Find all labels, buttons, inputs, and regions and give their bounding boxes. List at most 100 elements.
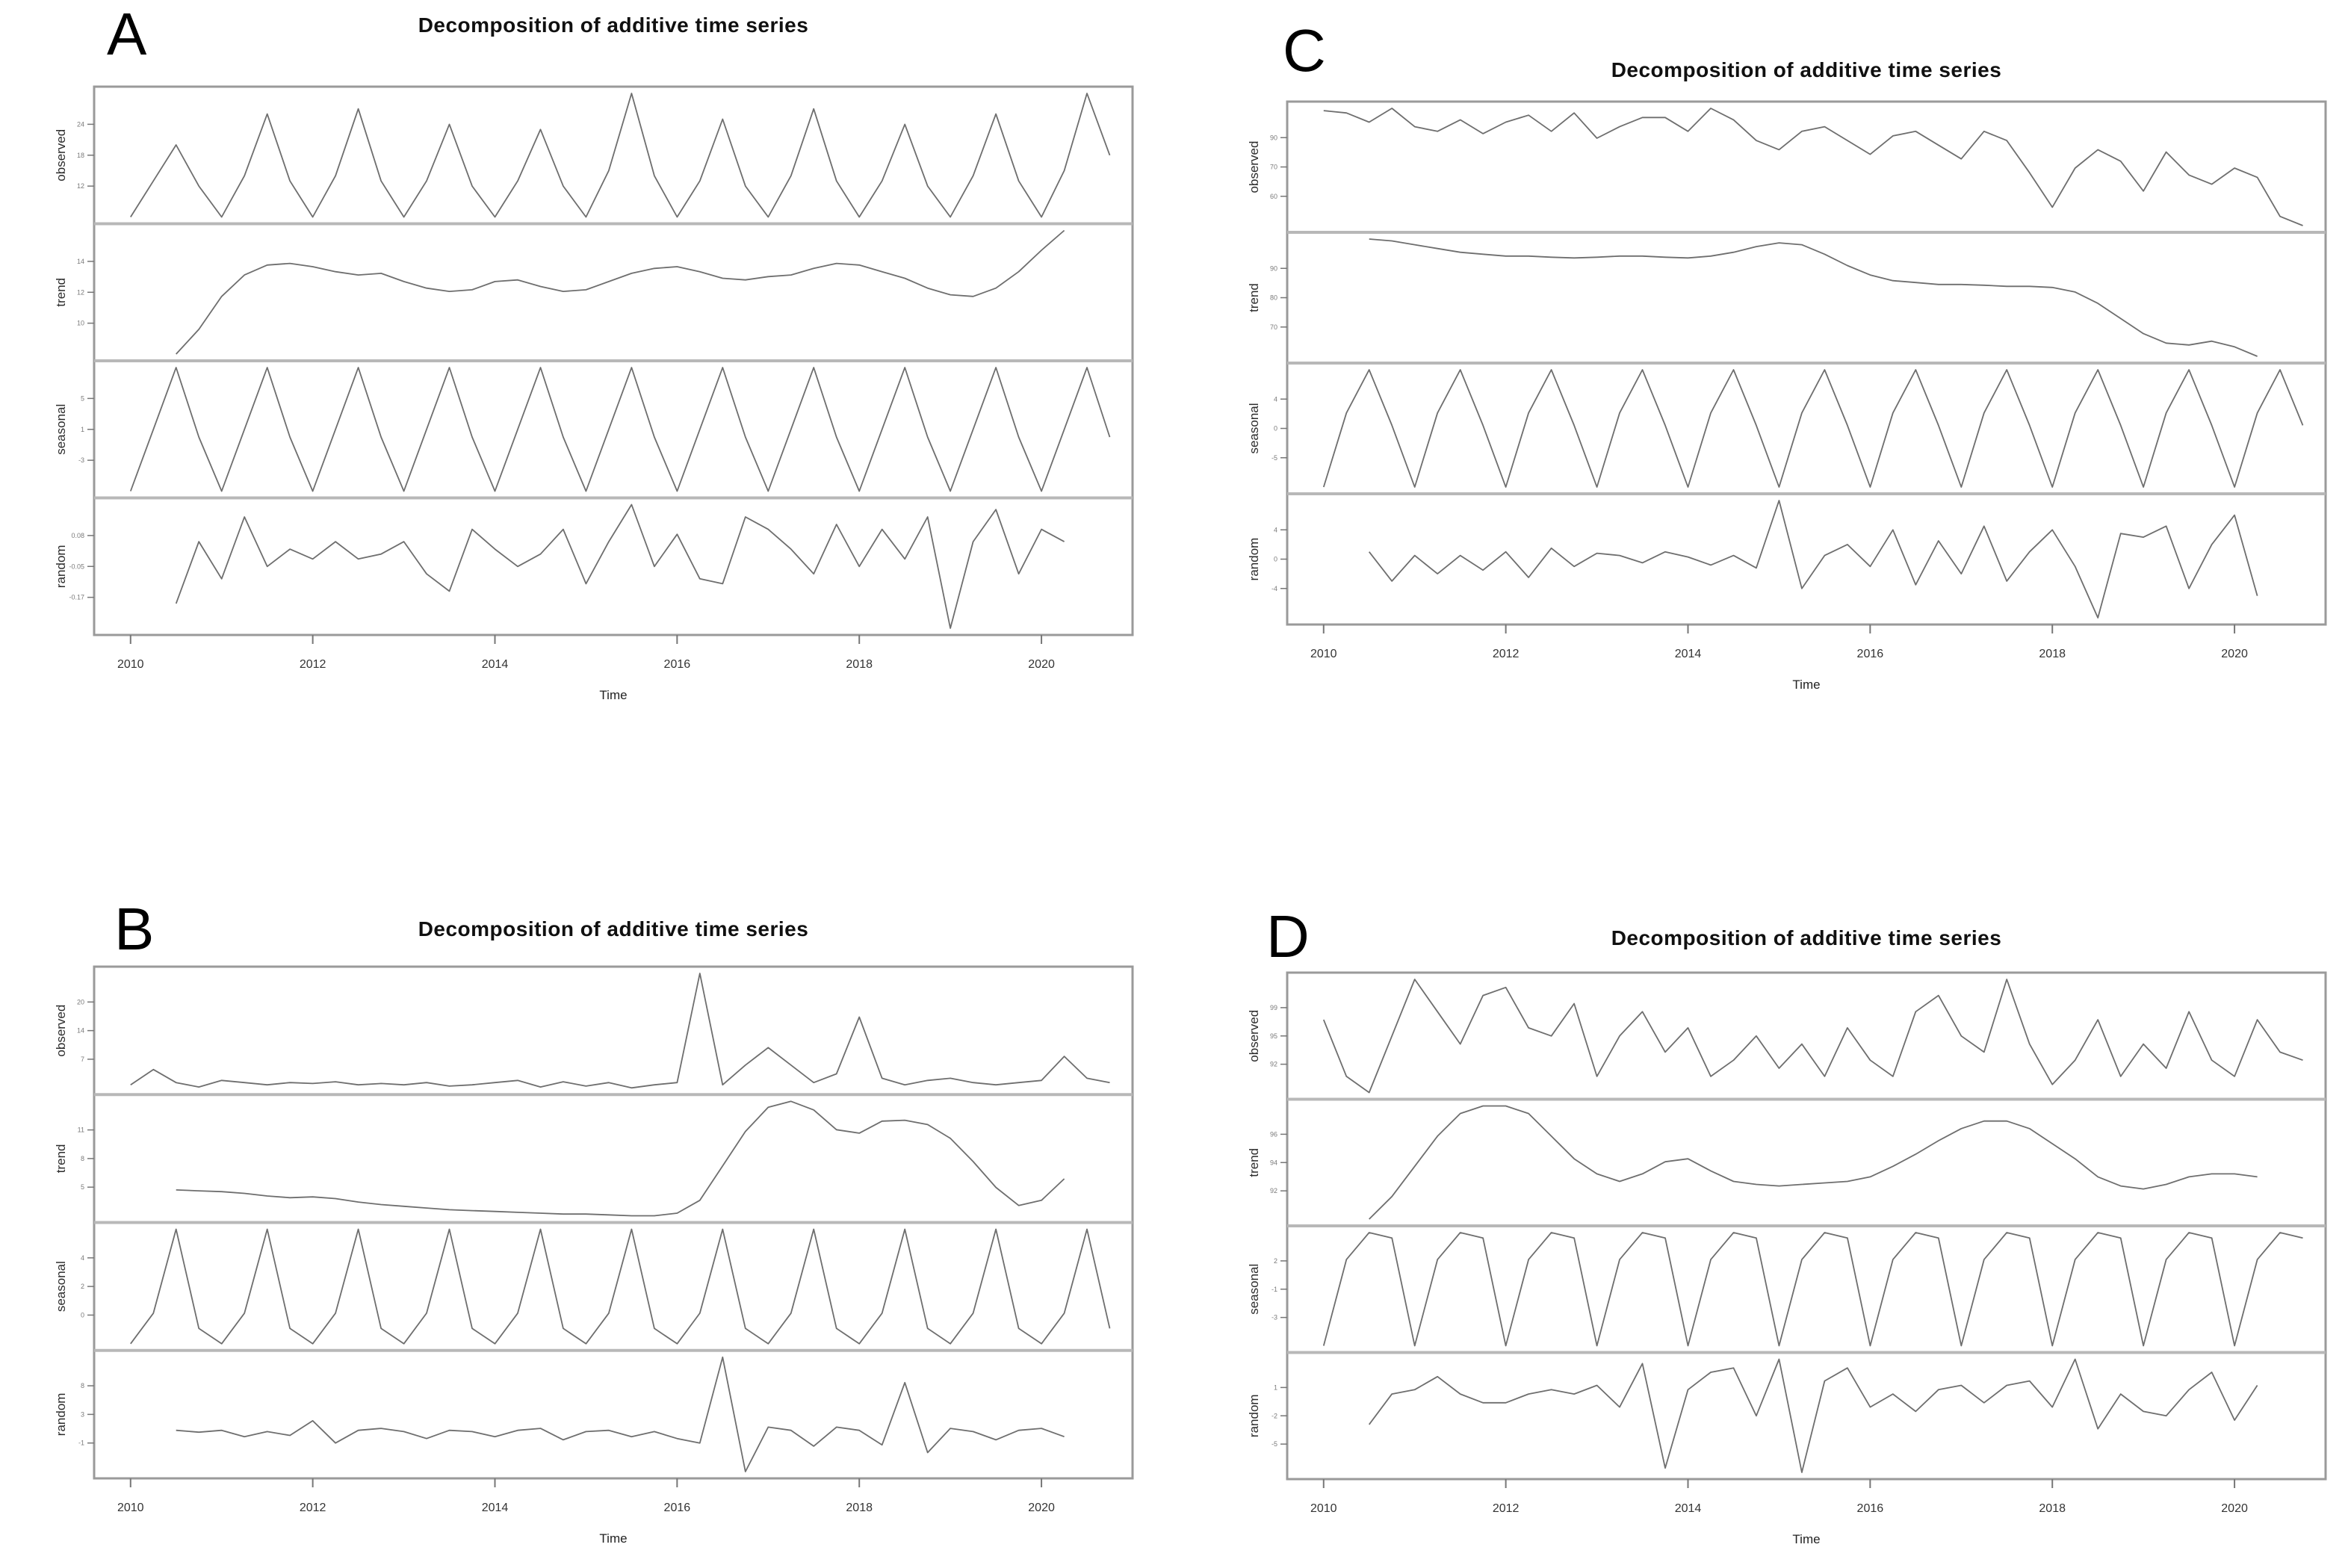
svg-text:2012: 2012 xyxy=(1493,1502,1520,1515)
svg-text:5: 5 xyxy=(81,1183,84,1191)
svg-text:8: 8 xyxy=(81,1382,84,1389)
svg-text:80: 80 xyxy=(1270,294,1277,302)
svg-text:20: 20 xyxy=(77,998,84,1005)
svg-text:70: 70 xyxy=(1270,164,1277,171)
panel-letter-a: A xyxy=(107,1,147,67)
svg-text:4: 4 xyxy=(1274,395,1277,403)
decomposition-chart-c: observed 60 70 90 trend 70 80 90 seasonal -5 0 4 ran… xyxy=(1247,100,2327,692)
panel-letter-b: B xyxy=(114,896,155,962)
svg-text:0: 0 xyxy=(1274,556,1277,563)
svg-text:10: 10 xyxy=(77,320,84,327)
figure-panel-a: A Decomposition of additive time series … xyxy=(36,1,1156,749)
svg-text:2010: 2010 xyxy=(117,658,144,671)
svg-text:Time: Time xyxy=(1792,678,1820,692)
svg-text:95: 95 xyxy=(1270,1032,1277,1040)
svg-text:0.08: 0.08 xyxy=(71,532,84,539)
svg-text:random: random xyxy=(1247,1394,1261,1437)
figure-panel-c: C Decomposition of additive time series … xyxy=(1229,1,2350,749)
svg-text:-5: -5 xyxy=(1271,454,1277,462)
svg-text:-5: -5 xyxy=(1271,1440,1277,1448)
svg-text:2020: 2020 xyxy=(2221,648,2248,660)
svg-text:-1: -1 xyxy=(1271,1286,1277,1293)
svg-text:-2: -2 xyxy=(1271,1412,1277,1419)
svg-text:24: 24 xyxy=(77,120,84,128)
svg-text:observed: observed xyxy=(1247,141,1261,193)
svg-text:12: 12 xyxy=(77,288,84,296)
figure-title-b: Decomposition of additive time series xyxy=(418,917,809,941)
svg-text:4: 4 xyxy=(81,1254,84,1262)
svg-text:2018: 2018 xyxy=(2039,1502,2066,1515)
svg-text:2018: 2018 xyxy=(2039,648,2066,660)
decomposition-chart-d: observed 92 95 99 trend 92 94 96 seasonal -3 -1 2 ra… xyxy=(1247,971,2327,1546)
svg-text:2014: 2014 xyxy=(482,1502,509,1514)
svg-text:2014: 2014 xyxy=(482,658,509,671)
svg-text:2010: 2010 xyxy=(1310,648,1337,660)
svg-text:-3: -3 xyxy=(1271,1314,1277,1321)
svg-text:92: 92 xyxy=(1270,1187,1277,1194)
svg-text:2014: 2014 xyxy=(1675,648,1702,660)
svg-text:trend: trend xyxy=(54,278,68,307)
svg-text:99: 99 xyxy=(1270,1004,1277,1011)
svg-text:random: random xyxy=(54,545,68,588)
panel-letter-c: C xyxy=(1283,17,1326,84)
figure-panel-d: D Decomposition of additive time series … xyxy=(1229,856,2350,1568)
figure-panel-b: B Decomposition of additive time series … xyxy=(36,856,1156,1568)
svg-text:2020: 2020 xyxy=(1028,1502,1055,1514)
svg-text:70: 70 xyxy=(1270,323,1277,331)
svg-text:2016: 2016 xyxy=(1857,648,1884,660)
svg-text:2: 2 xyxy=(1274,1257,1277,1265)
svg-text:-1: -1 xyxy=(78,1440,84,1447)
svg-text:0: 0 xyxy=(1274,425,1277,433)
svg-text:92: 92 xyxy=(1270,1061,1277,1068)
svg-text:Time: Time xyxy=(1792,1532,1820,1546)
svg-text:Time: Time xyxy=(599,1531,627,1546)
svg-text:2016: 2016 xyxy=(664,1502,691,1514)
svg-text:94: 94 xyxy=(1270,1159,1277,1166)
svg-text:2: 2 xyxy=(81,1283,84,1290)
svg-text:2014: 2014 xyxy=(1675,1502,1702,1515)
figure-title-d: Decomposition of additive time series xyxy=(1611,926,2002,949)
svg-text:2012: 2012 xyxy=(300,658,326,671)
svg-text:seasonal: seasonal xyxy=(54,1261,68,1312)
svg-text:observed: observed xyxy=(1247,1010,1261,1062)
svg-text:random: random xyxy=(1247,538,1261,581)
svg-text:1: 1 xyxy=(81,426,84,433)
svg-text:2010: 2010 xyxy=(117,1502,144,1514)
svg-text:seasonal: seasonal xyxy=(54,404,68,455)
figure-title-a: Decomposition of additive time series xyxy=(418,13,809,37)
svg-text:90: 90 xyxy=(1270,134,1277,141)
svg-text:Time: Time xyxy=(599,688,627,702)
svg-text:-4: -4 xyxy=(1271,585,1277,592)
svg-text:2018: 2018 xyxy=(846,1502,873,1514)
svg-text:2012: 2012 xyxy=(1493,648,1520,660)
svg-text:4: 4 xyxy=(1274,526,1277,533)
svg-text:7: 7 xyxy=(81,1056,84,1063)
svg-text:3: 3 xyxy=(81,1410,84,1418)
svg-text:1: 1 xyxy=(1274,1383,1277,1391)
svg-text:11: 11 xyxy=(78,1127,84,1134)
svg-text:2016: 2016 xyxy=(1857,1502,1884,1515)
svg-text:trend: trend xyxy=(1247,283,1261,312)
svg-text:12: 12 xyxy=(77,182,84,190)
figure-title-c: Decomposition of additive time series xyxy=(1611,58,2002,81)
svg-text:5: 5 xyxy=(81,394,84,402)
svg-text:0: 0 xyxy=(81,1311,84,1318)
decomposition-chart-a: observed 12 18 24 trend 10 12 14 seasonal -3 1 5 ran… xyxy=(54,85,1134,702)
svg-text:seasonal: seasonal xyxy=(1247,1264,1261,1315)
svg-text:random: random xyxy=(54,1393,68,1437)
panel-letter-d: D xyxy=(1266,903,1310,970)
svg-text:-0.05: -0.05 xyxy=(69,563,84,570)
svg-text:14: 14 xyxy=(77,1027,84,1035)
svg-text:2018: 2018 xyxy=(846,658,873,671)
svg-text:seasonal: seasonal xyxy=(1247,403,1261,453)
svg-text:-0.17: -0.17 xyxy=(69,594,84,601)
svg-text:2020: 2020 xyxy=(1028,658,1055,671)
svg-text:60: 60 xyxy=(1270,193,1277,200)
decomposition-chart-b: observed 7 14 20 trend 5 8 11 seasonal 0 2 4 random -… xyxy=(54,965,1134,1546)
svg-text:-3: -3 xyxy=(78,456,84,464)
svg-text:2016: 2016 xyxy=(664,658,691,671)
svg-text:observed: observed xyxy=(54,129,68,182)
svg-text:2012: 2012 xyxy=(300,1502,326,1514)
svg-text:8: 8 xyxy=(81,1155,84,1162)
